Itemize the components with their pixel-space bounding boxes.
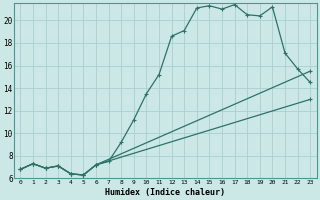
X-axis label: Humidex (Indice chaleur): Humidex (Indice chaleur) [105, 188, 225, 197]
